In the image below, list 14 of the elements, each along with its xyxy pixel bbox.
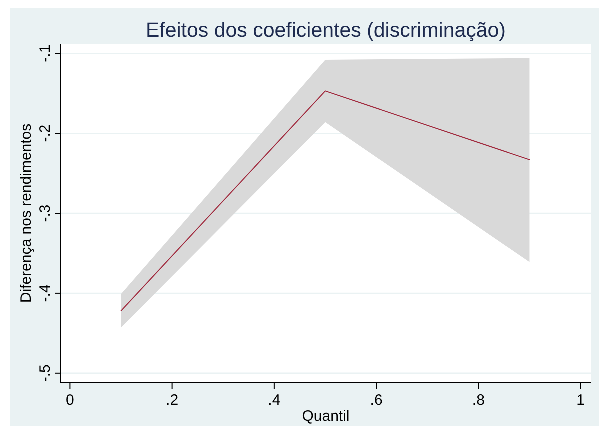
y-tick-label: -.3 [37,204,54,222]
y-tick-label: -.5 [37,364,54,382]
y-tick-label: -.4 [37,284,54,302]
y-axis-title: Diferença nos rendimentos [18,124,35,304]
x-tick-label: .2 [166,392,179,409]
y-tick-label: -.1 [37,44,54,62]
y-tick-label: -.2 [37,124,54,142]
x-tick-label: .6 [370,392,383,409]
x-tick-label: 1 [576,392,585,409]
x-tick-label: .8 [472,392,485,409]
x-tick-label: 0 [66,392,74,409]
chart-title: Efeitos dos coeficientes (discriminação) [146,19,506,42]
x-tick-label: .4 [268,392,281,409]
x-axis-title: Quantil [302,408,350,425]
